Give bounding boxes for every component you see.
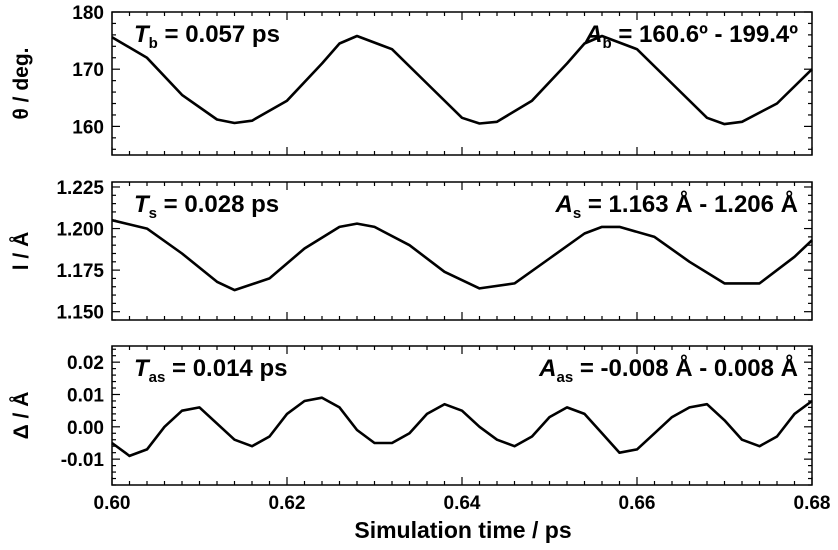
x-tick-label: 0.66 (619, 493, 656, 514)
y-tick-label: -0.01 (61, 450, 105, 471)
period-annotation-stretch: Ts = 0.028 ps (134, 191, 279, 222)
y-tick-label: 1.175 (56, 261, 104, 282)
y-tick-label: 160 (72, 117, 104, 138)
amplitude-annotation-stretch: As = 1.163 Å - 1.206 Å (555, 190, 798, 222)
panel-asym: -0.01 0.00 0.01 0.02 0.60 0.62 0.64 0.66 0.68 Δ /… (9, 345, 831, 514)
series-line-bend (111, 34, 813, 126)
y-tick-label: 0.00 (67, 418, 104, 439)
series-line-asym (111, 396, 813, 458)
x-tick-label: 0.64 (444, 493, 481, 514)
x-tick-label: 0.68 (794, 493, 831, 514)
y-axis-label: l / Å (9, 232, 33, 271)
x-axis-label: Simulation time / ps (354, 517, 571, 543)
amplitude-annotation-asym: Aas = -0.008 Å - 0.008 Å (538, 354, 798, 386)
y-tick-label: 170 (72, 60, 104, 81)
y-tick-label: 1.200 (56, 220, 104, 241)
y-axis-label: θ / deg. (10, 47, 33, 119)
amplitude-annotation-bend: Ab = 160.6º - 199.4º (584, 21, 798, 52)
y-tick-label: 180 (72, 3, 104, 24)
y-tick-label: 0.01 (67, 385, 104, 406)
panels: 160 170 180 θ / deg. Tb = 0.057 ps Ab = 160.6… (9, 3, 830, 514)
y-tick-label: 0.02 (67, 353, 104, 374)
x-tick-label: 0.62 (269, 493, 306, 514)
period-annotation-asym: Tas = 0.014 ps (134, 355, 287, 386)
series-line-stretch (111, 218, 813, 292)
y-tick-label: 1.150 (56, 303, 104, 324)
y-tick-label: 1.225 (56, 178, 104, 199)
y-axis-label: Δ / Å (9, 392, 33, 440)
panel-bend: 160 170 180 θ / deg. Tb = 0.057 ps Ab = 160.6… (10, 3, 813, 156)
panel-stretch: 1.150 1.175 1.200 1.225 l / Å Ts = 0.028 ps As… (9, 178, 813, 324)
x-tick-label: 0.60 (94, 493, 131, 514)
period-annotation-bend: Tb = 0.057 ps (134, 21, 280, 52)
